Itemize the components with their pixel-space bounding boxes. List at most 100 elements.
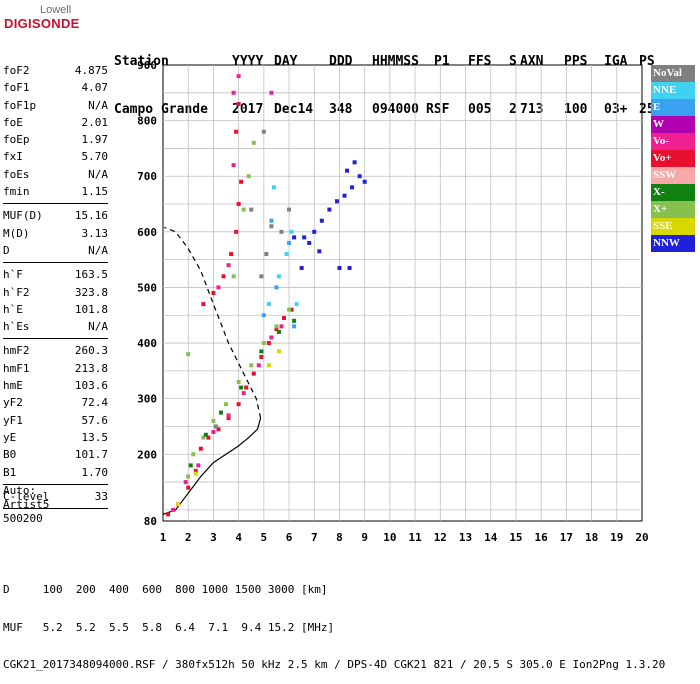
header-values: Campo Grande 2017 Dec14 348 094000 RSF 005 2 713…	[114, 102, 655, 118]
echo-point-vo	[231, 90, 236, 95]
param-value: 57.6	[81, 413, 109, 427]
param-row: foF2 4.875	[3, 62, 108, 79]
y-tick-label: 300	[137, 393, 157, 406]
param-name: hmF2	[3, 344, 30, 358]
echo-point-nnw	[317, 249, 322, 254]
echo-point-vo	[234, 229, 239, 234]
logo-lowell: Lowell	[40, 4, 72, 16]
echo-point-vo	[239, 179, 244, 184]
echo-point-e	[274, 285, 279, 290]
echo-point-vo	[193, 468, 198, 473]
legend-x-: X+	[651, 201, 695, 218]
echo-point-x	[246, 174, 251, 179]
y-tick-label: 800	[137, 115, 157, 128]
y-tick-label: 600	[137, 226, 157, 239]
topside-profile	[164, 226, 262, 419]
legend-x-: X-	[651, 184, 695, 201]
header-value-5: RSF	[426, 102, 450, 117]
echo-point-nnw	[350, 185, 355, 190]
echo-point-vo	[289, 307, 294, 312]
x-tick-label: 2	[185, 531, 192, 544]
param-row: fxI 5.70	[3, 148, 108, 165]
param-value: 101.7	[74, 448, 108, 462]
echo-point-noval	[259, 274, 264, 279]
echo-point-x	[186, 474, 191, 479]
header-label-11: PS	[639, 54, 655, 69]
echo-point-vo	[171, 507, 176, 512]
autoscale-line: Auto:	[3, 484, 37, 497]
param-value: 13.5	[81, 430, 109, 444]
echo-point-x	[276, 329, 281, 334]
x-tick-label: 17	[560, 531, 573, 544]
x-tick-label: 7	[311, 531, 318, 544]
echo-point-x	[201, 435, 206, 440]
param-value: 3.13	[81, 226, 109, 240]
echo-point-nnw	[312, 229, 317, 234]
polarization-legend: NoVal NNE E W Vo- Vo+ SSW X- X+ SSE NNW	[651, 65, 695, 252]
y-tick-label: 200	[137, 448, 157, 461]
echo-point-nnw	[362, 179, 367, 184]
x-tick-label: 11	[408, 531, 422, 544]
echo-point-vo	[259, 354, 264, 359]
echo-point-nnw	[302, 235, 307, 240]
x-tick-label: 15	[509, 531, 522, 544]
param-row: D N/A	[3, 242, 108, 259]
param-divider	[3, 508, 108, 510]
param-name: B0	[3, 448, 17, 462]
scaled-parameters: foF2 4.875 foF1 4.07 foF1p N/A foE 2.01 foEp 1.97…	[3, 62, 108, 512]
echo-point-nne	[289, 229, 294, 234]
echo-point-noval	[249, 207, 254, 212]
x-tick-label: 4	[235, 531, 242, 544]
param-value: 1.70	[81, 465, 109, 479]
echo-point-vo	[226, 263, 231, 268]
param-name: h`F2	[3, 285, 30, 299]
param-row: h`F2 323.8	[3, 284, 108, 301]
echo-point-nnw	[342, 193, 347, 198]
param-name: h`F	[3, 268, 23, 282]
echo-point-nnw	[352, 160, 357, 165]
y-tick-label: 500	[137, 281, 157, 294]
echo-point-vo	[274, 327, 279, 332]
footer: D 100 200 400 600 800 1000 1500 3000 [km…	[3, 559, 665, 684]
autoscale-line: 500200	[3, 512, 43, 525]
echo-point-nnw	[357, 174, 362, 179]
legend-nne: NNE	[651, 82, 695, 99]
echo-point-x	[236, 379, 241, 384]
header-label-0: Station	[114, 54, 169, 69]
echo-point-vo	[196, 463, 201, 468]
param-name: M(D)	[3, 226, 30, 240]
param-value: 323.8	[74, 285, 108, 299]
echo-point-vo	[279, 324, 284, 329]
param-row: B0 101.7	[3, 446, 108, 463]
echo-point-nne	[284, 252, 289, 257]
echo-point-nne	[266, 302, 271, 307]
echo-point-sse	[276, 349, 281, 354]
echo-point-vo	[198, 446, 203, 451]
param-row: foE 2.01	[3, 114, 108, 131]
param-name: C-level	[3, 489, 50, 503]
echo-point-vo	[231, 163, 236, 168]
param-row: B1 1.70	[3, 464, 108, 481]
echo-point-nnw	[327, 207, 332, 212]
echo-point-vo	[234, 129, 239, 134]
param-value: 5.70	[81, 150, 109, 164]
ionogram-chart: 1 2 3 4 5 6 7 8 9 10 11 12 13 14 15 16 17 18 19 20900800700…	[137, 59, 649, 544]
echo-point-vo	[186, 485, 191, 490]
x-tick-label: 16	[535, 531, 549, 544]
param-name: foEp	[3, 133, 30, 147]
param-name: yF2	[3, 396, 23, 410]
echo-point-vo	[236, 101, 241, 106]
echo-point-x	[292, 318, 297, 323]
echo-point-x	[249, 363, 254, 368]
x-tick-label: 10	[383, 531, 396, 544]
echo-point-x	[186, 352, 191, 357]
param-value: 4.875	[74, 64, 108, 77]
legend-vo-: Vo-	[651, 133, 695, 150]
legend-w: W	[651, 116, 695, 133]
header-value-7: 2	[509, 102, 517, 117]
x-tick-label: 1	[160, 531, 167, 544]
param-name: h`E	[3, 302, 23, 316]
echo-point-vo	[229, 252, 234, 257]
param-name: fmin	[3, 185, 30, 199]
param-value: N/A	[88, 167, 108, 181]
